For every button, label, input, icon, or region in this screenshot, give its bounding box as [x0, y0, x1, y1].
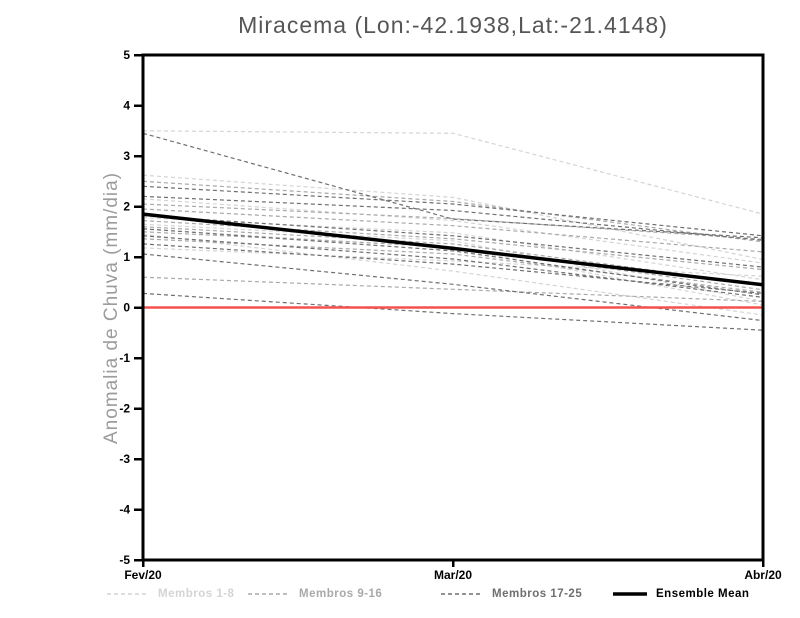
- y-tick-label: -5: [119, 553, 130, 567]
- legend-entry-membros-9-16: Membros 9-16: [247, 586, 382, 602]
- y-tick-label: 5: [123, 48, 130, 62]
- ensemble-member-line: [142, 276, 764, 302]
- ensemble-member-line: [142, 220, 764, 271]
- dashed-line-sample-icon: [107, 593, 149, 595]
- ensemble-member-line: [142, 208, 764, 253]
- ensemble-member-line: [142, 235, 764, 298]
- ensemble-member-line: [142, 130, 764, 215]
- ensemble-member-line: [142, 243, 764, 294]
- ensemble-member-line: [142, 215, 764, 268]
- legend-label: Ensemble Mean: [656, 588, 750, 600]
- ensemble-member-line: [142, 185, 764, 237]
- legend-entry-ensemble-mean: Ensemble Mean: [612, 586, 749, 602]
- dashed-line-sample-icon: [248, 593, 290, 595]
- ensemble-member-line: [142, 292, 764, 331]
- x-tick-label: Abr/20: [744, 568, 782, 582]
- ensemble-member-line: [142, 247, 764, 277]
- solid-line-sample-icon: [613, 592, 647, 596]
- legend-label: Membros 17-25: [492, 588, 583, 600]
- chart-title: Miracema (Lon:-42.1938,Lat:-21.4148): [238, 12, 668, 38]
- y-tick-label: 3: [123, 149, 130, 163]
- y-tick-label: -1: [119, 351, 130, 365]
- y-tick-label: -4: [119, 503, 130, 517]
- y-tick-label: -2: [119, 402, 130, 416]
- y-tick-label: 2: [123, 200, 130, 214]
- ensemble-member-line: [142, 174, 764, 261]
- y-tick-label: 1: [123, 250, 130, 264]
- ensemble-member-line: [142, 238, 764, 293]
- x-tick-label: Fev/20: [124, 568, 162, 582]
- legend-label: Membros 9-16: [299, 588, 383, 600]
- y-tick-label: 0: [123, 301, 130, 315]
- ensemble-member-line: [142, 132, 764, 239]
- ensemble-member-line: [142, 195, 764, 241]
- y-tick-label: 4: [123, 99, 130, 113]
- legend-entry-membros-17-25: Membros 17-25: [440, 586, 582, 602]
- ensemble-member-line: [142, 198, 764, 264]
- legend-entry-membros-1-8: Membros 1-8: [106, 586, 234, 602]
- ensemble-member-line: [142, 217, 764, 281]
- ensemble-mean-line: [142, 212, 764, 287]
- ensemble-member-line: [142, 228, 764, 296]
- y-tick-label: -3: [119, 452, 130, 466]
- dashed-line-sample-icon: [441, 593, 483, 595]
- x-tick-label: Mar/20: [434, 568, 472, 582]
- ensemble-member-line: [142, 180, 764, 243]
- ensemble-member-line: [142, 233, 764, 316]
- ensemble-member-line: [142, 203, 764, 240]
- ensemble-member-line: [142, 223, 764, 302]
- legend-label: Membros 1-8: [158, 588, 235, 600]
